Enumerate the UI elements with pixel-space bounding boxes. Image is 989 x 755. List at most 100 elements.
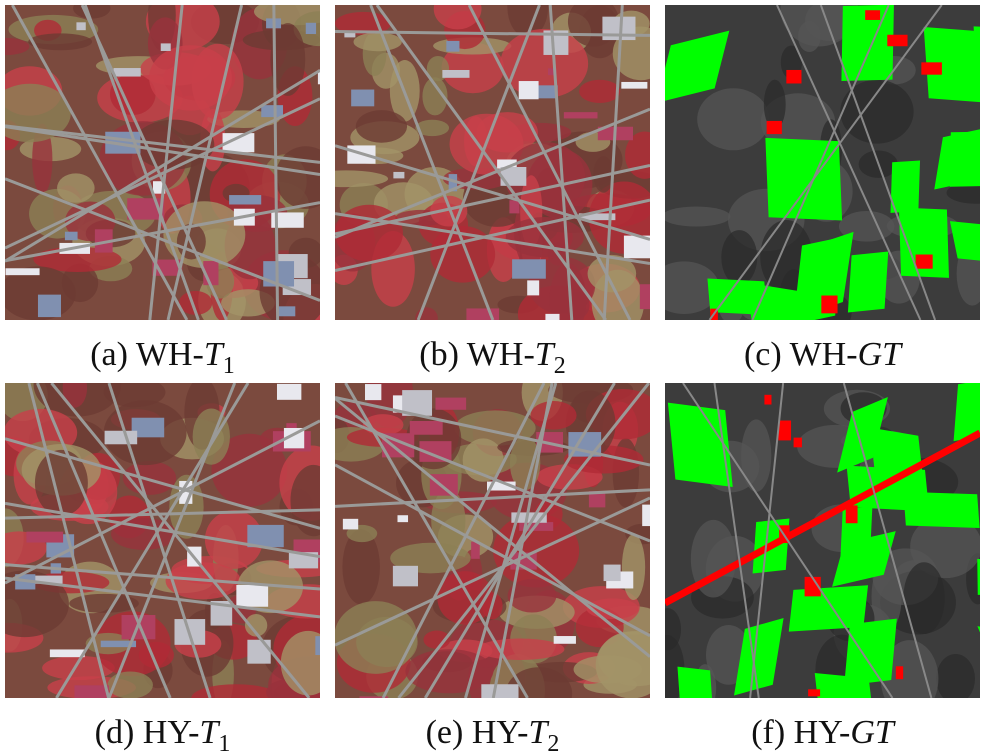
building	[448, 174, 458, 192]
road	[35, 383, 172, 698]
building	[342, 518, 359, 530]
building	[271, 212, 304, 228]
building	[247, 639, 271, 664]
vegetation-patch	[441, 42, 505, 94]
texture	[936, 653, 975, 698]
building	[442, 69, 470, 78]
road	[335, 198, 650, 272]
road	[335, 496, 650, 647]
change-region	[667, 402, 733, 488]
vegetation-patch	[433, 5, 482, 30]
unchanged-building	[786, 69, 802, 84]
road	[107, 383, 237, 698]
vegetation-patch	[192, 408, 230, 465]
change-region	[898, 207, 949, 278]
building	[315, 636, 320, 656]
vegetation-patch	[415, 119, 450, 137]
vegetation-patch	[509, 436, 541, 491]
unchanged-building	[764, 394, 772, 405]
unchanged-building	[921, 62, 942, 75]
building	[26, 531, 64, 543]
change-region	[923, 26, 980, 103]
building	[471, 541, 480, 559]
vegetation-patch	[335, 204, 403, 262]
building	[64, 231, 78, 241]
unchanged-building	[895, 666, 904, 680]
vegetation-patch	[290, 464, 320, 537]
texture	[721, 230, 758, 286]
building	[603, 564, 621, 582]
change-region	[890, 160, 921, 213]
road	[11, 5, 189, 320]
building	[623, 235, 650, 259]
texture	[903, 562, 945, 635]
building	[76, 22, 86, 31]
road	[713, 383, 760, 698]
texture	[665, 261, 720, 315]
change-region	[977, 626, 980, 633]
caption-prefix: (c) WH-	[744, 336, 858, 373]
vegetation-patch	[476, 638, 565, 660]
caption: (c) WH-GT	[744, 336, 903, 373]
vegetation-patch	[5, 37, 30, 56]
building	[481, 684, 519, 698]
building	[365, 384, 382, 401]
building	[446, 40, 460, 52]
caption: (d) HY-T1	[95, 714, 231, 755]
vegetation-patch	[57, 173, 95, 203]
vegetation-patch	[423, 630, 451, 649]
vegetation-patch	[270, 23, 306, 96]
road	[602, 5, 624, 320]
texture	[880, 640, 939, 698]
road	[335, 30, 650, 37]
building	[518, 81, 539, 100]
caption-prefix: (d) HY-	[95, 714, 200, 751]
caption-prefix: (e) HY-	[426, 714, 529, 751]
building	[435, 397, 467, 410]
road	[548, 5, 574, 320]
building	[74, 685, 109, 698]
building	[527, 280, 540, 296]
road	[5, 69, 320, 263]
building	[113, 68, 141, 77]
vegetation-patch	[430, 225, 496, 283]
road	[335, 488, 650, 508]
caption-subscript: 1	[218, 731, 230, 755]
building	[512, 259, 546, 279]
caption: (e) HY-T2	[426, 714, 560, 755]
road	[272, 5, 280, 320]
caption: (a) WH-T1	[90, 336, 235, 379]
road	[335, 107, 650, 239]
unchanged-building	[793, 437, 802, 448]
vegetation-patch	[530, 400, 577, 430]
change-region	[846, 465, 930, 512]
road	[5, 576, 320, 619]
texture	[690, 519, 736, 598]
satellite-image	[5, 5, 320, 320]
road	[5, 508, 320, 520]
vegetation-patch	[107, 671, 153, 698]
road	[819, 5, 937, 320]
road	[27, 383, 111, 698]
building	[344, 30, 356, 38]
building	[621, 81, 648, 89]
caption-prefix: (b) WH-	[419, 336, 535, 373]
building	[222, 133, 255, 153]
building	[548, 68, 557, 76]
building	[160, 43, 171, 51]
vegetation-patch	[621, 534, 646, 601]
building	[500, 166, 527, 186]
caption-symbol: T	[204, 336, 225, 373]
building	[49, 649, 85, 658]
building	[509, 200, 520, 214]
caption: (b) WH-T2	[419, 336, 565, 379]
road	[344, 383, 529, 698]
change-region	[677, 666, 713, 698]
vegetation-patch	[573, 655, 643, 684]
building	[359, 696, 389, 698]
road	[148, 5, 184, 320]
building	[553, 636, 576, 644]
change-region	[837, 397, 888, 473]
building	[563, 112, 598, 119]
vegetation-patch	[275, 146, 320, 209]
